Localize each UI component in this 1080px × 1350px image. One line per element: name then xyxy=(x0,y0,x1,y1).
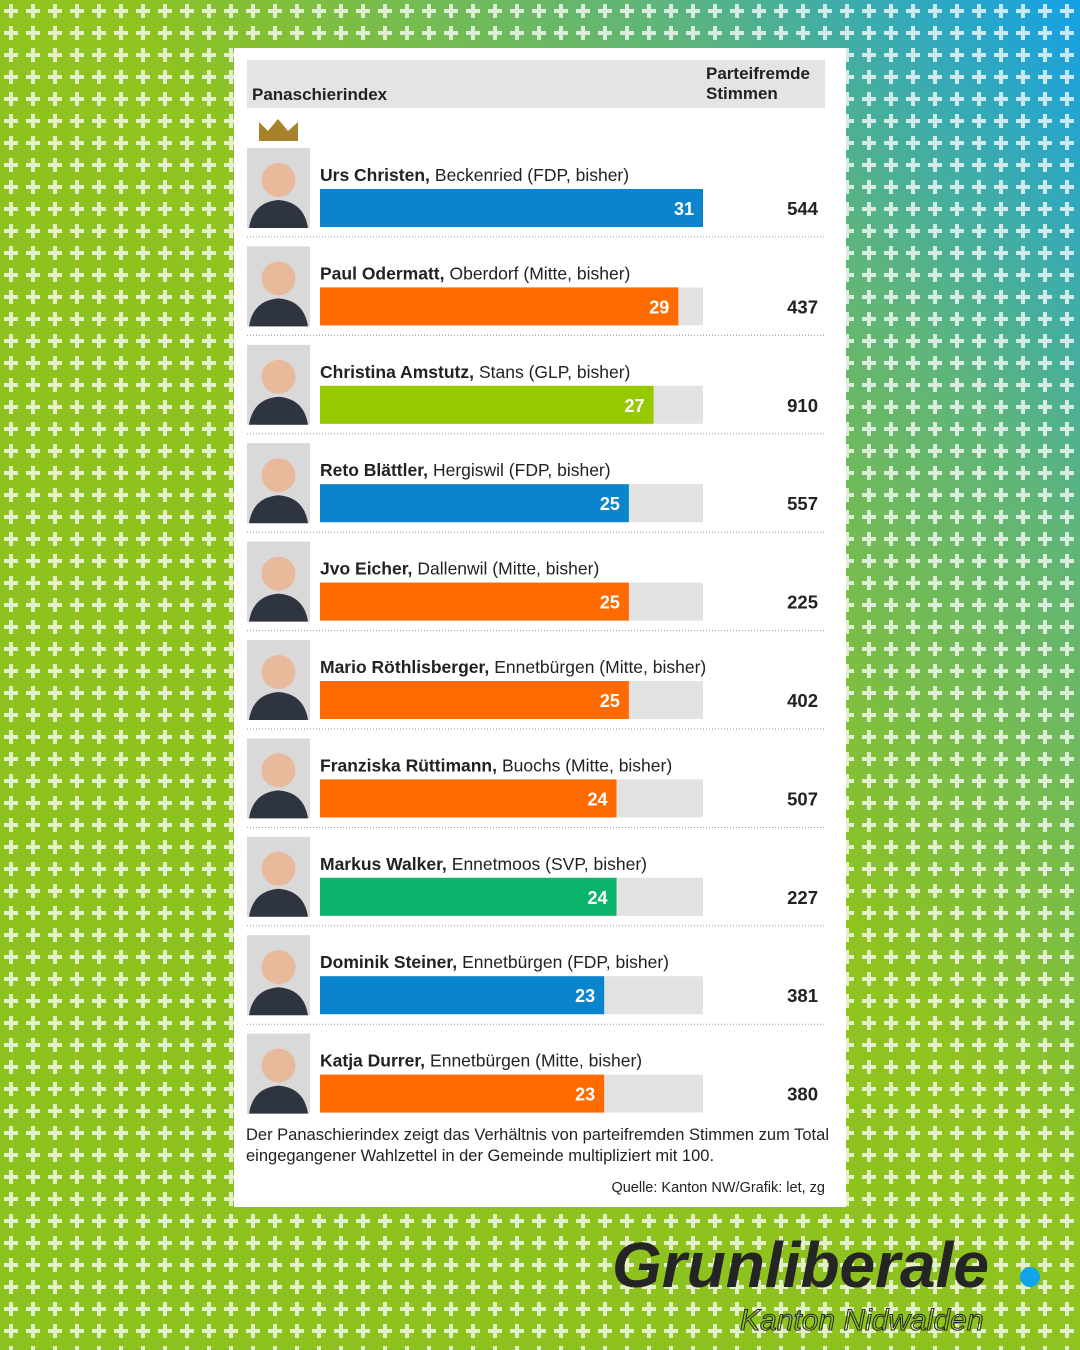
bar-value-label: 23 xyxy=(575,986,595,1006)
votes-label: 381 xyxy=(787,985,818,1006)
candidate-name: Katja Durrer, xyxy=(320,1051,425,1071)
photo-body xyxy=(249,200,308,228)
candidate-detail: Stans (GLP, bisher) xyxy=(479,362,630,382)
logo-subtitle: Kanton Nidwalden xyxy=(740,1304,984,1337)
candidate-label: Franziska Rüttimann, Buochs (Mitte, bishe… xyxy=(320,755,672,775)
candidate-detail: Dallenwil (Mitte, bisher) xyxy=(417,559,599,579)
bar-value-label: 25 xyxy=(600,691,620,711)
bar xyxy=(320,681,629,719)
photo-body xyxy=(249,593,308,622)
bar xyxy=(320,385,654,424)
bar xyxy=(320,189,703,227)
votes-label: 910 xyxy=(787,395,818,416)
photo-head xyxy=(261,458,296,493)
photo-body xyxy=(249,298,308,327)
candidate-detail: Ennetmoos (SVP, bisher) xyxy=(452,854,647,874)
photo-body xyxy=(249,495,308,524)
candidate-name: Mario Röthlisberger, xyxy=(320,657,489,677)
footnote: Der Panaschierindex zeigt das Verhältnis… xyxy=(246,1126,829,1165)
bar xyxy=(320,484,629,523)
votes-label: 225 xyxy=(787,592,818,613)
candidate-name: Jvo Eicher, xyxy=(320,559,412,579)
bar-value-label: 25 xyxy=(600,593,620,613)
candidate-name: Reto Blättler, xyxy=(320,460,428,480)
bar xyxy=(320,287,679,326)
candidate-name: Paul Odermatt, xyxy=(320,263,444,283)
photo-body xyxy=(249,790,308,819)
candidate-label: Mario Röthlisberger, Ennetbürgen (Mitte, … xyxy=(320,657,706,677)
votes-label: 380 xyxy=(787,1084,818,1105)
votes-label: 227 xyxy=(787,887,818,908)
photo-head xyxy=(261,950,296,985)
candidate-label: Jvo Eicher, Dallenwil (Mitte, bisher) xyxy=(320,559,599,579)
candidate-name: Franziska Rüttimann, xyxy=(320,755,497,775)
bar xyxy=(320,976,605,1015)
votes-label: 507 xyxy=(787,788,818,809)
bar-value-label: 27 xyxy=(625,396,645,416)
bar xyxy=(320,779,617,818)
header-left: Panaschierindex xyxy=(252,85,388,104)
photo-body xyxy=(249,1085,308,1114)
photo-head xyxy=(261,359,296,394)
logo-title: Grunliberale xyxy=(612,1229,989,1301)
votes-label: 437 xyxy=(787,296,818,317)
candidate-label: Urs Christen, Beckenried (FDP, bisher) xyxy=(320,165,629,185)
photo-body xyxy=(249,888,308,917)
bar-value-label: 24 xyxy=(587,888,607,908)
candidate-label: Reto Blättler, Hergiswil (FDP, bisher) xyxy=(320,460,611,480)
footnote-box: Der Panaschierindex zeigt das Verhältnis… xyxy=(246,1126,829,1165)
photo-head xyxy=(261,261,296,296)
header-right: Parteifremde Stimmen xyxy=(706,64,810,103)
candidate-label: Christina Amstutz, Stans (GLP, bisher) xyxy=(320,362,630,382)
candidate-label: Katja Durrer, Ennetbürgen (Mitte, bisher) xyxy=(320,1051,642,1071)
photo-body xyxy=(249,396,308,425)
photo-head xyxy=(261,753,296,788)
bar-value-label: 31 xyxy=(674,199,694,219)
bar xyxy=(320,582,629,621)
candidate-name: Christina Amstutz, xyxy=(320,362,474,382)
candidate-name: Markus Walker, xyxy=(320,854,447,874)
candidate-label: Paul Odermatt, Oberdorf (Mitte, bisher) xyxy=(320,263,630,283)
bar xyxy=(320,1074,605,1113)
photo-head xyxy=(261,851,296,886)
candidate-detail: Oberdorf (Mitte, bisher) xyxy=(449,263,630,283)
candidate-detail: Ennetbürgen (Mitte, bisher) xyxy=(430,1051,642,1071)
photo-head xyxy=(261,655,296,689)
candidate-detail: Beckenried (FDP, bisher) xyxy=(435,165,629,185)
logo-dot xyxy=(1020,1267,1040,1287)
header-right-box: Parteifremde Stimmen xyxy=(706,64,810,103)
photo-body xyxy=(249,987,308,1016)
photo-head xyxy=(261,1048,296,1083)
header-bar xyxy=(247,60,825,108)
candidate-detail: Ennetbürgen (Mitte, bisher) xyxy=(494,657,706,677)
bar-value-label: 24 xyxy=(587,789,607,809)
photo-body xyxy=(249,692,308,720)
candidate-label: Markus Walker, Ennetmoos (SVP, bisher) xyxy=(320,854,647,874)
candidate-name: Dominik Steiner, xyxy=(320,952,457,972)
photo-head xyxy=(261,163,296,197)
votes-label: 544 xyxy=(787,198,819,219)
source: Quelle: Kanton NW/Grafik: let, zg xyxy=(611,1180,825,1196)
crown-icon xyxy=(259,119,298,141)
bar-value-label: 25 xyxy=(600,494,620,514)
candidate-detail: Buochs (Mitte, bisher) xyxy=(502,755,672,775)
candidate-detail: Ennetbürgen (FDP, bisher) xyxy=(462,952,669,972)
candidate-name: Urs Christen, xyxy=(320,165,430,185)
votes-label: 557 xyxy=(787,493,818,514)
votes-label: 402 xyxy=(787,690,818,711)
candidate-label: Dominik Steiner, Ennetbürgen (FDP, bisher… xyxy=(320,952,669,972)
photo-head xyxy=(261,556,296,591)
bar-value-label: 29 xyxy=(649,297,669,317)
candidate-detail: Hergiswil (FDP, bisher) xyxy=(433,460,611,480)
bar-value-label: 23 xyxy=(575,1085,595,1105)
bar xyxy=(320,877,617,916)
